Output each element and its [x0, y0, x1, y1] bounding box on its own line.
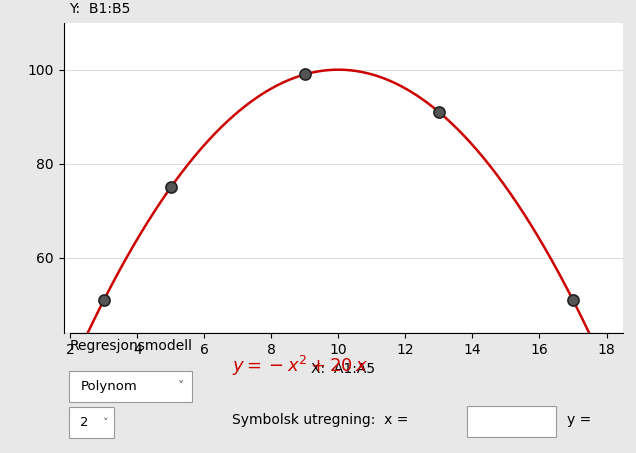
Point: [99, 297, 109, 304]
FancyBboxPatch shape: [69, 371, 192, 402]
Text: Polynom: Polynom: [80, 380, 137, 393]
Point: [166, 183, 176, 191]
Text: 2: 2: [80, 416, 89, 429]
Point: [300, 71, 310, 78]
Text: $y = -x^2 + 20\, x$: $y = -x^2 + 20\, x$: [232, 354, 368, 378]
X-axis label: X:  A1:A5: X: A1:A5: [312, 362, 375, 376]
Text: Y:  B1:B5: Y: B1:B5: [69, 2, 130, 16]
Point: [434, 108, 444, 116]
Text: ˅: ˅: [178, 380, 184, 393]
FancyBboxPatch shape: [69, 407, 114, 439]
Point: [568, 297, 578, 304]
FancyBboxPatch shape: [467, 406, 556, 437]
Text: ˅: ˅: [103, 418, 108, 428]
Text: y =: y =: [567, 413, 591, 427]
Text: Regresjonsmodell: Regresjonsmodell: [69, 339, 192, 352]
Text: Symbolsk utregning:  x =: Symbolsk utregning: x =: [232, 413, 408, 427]
